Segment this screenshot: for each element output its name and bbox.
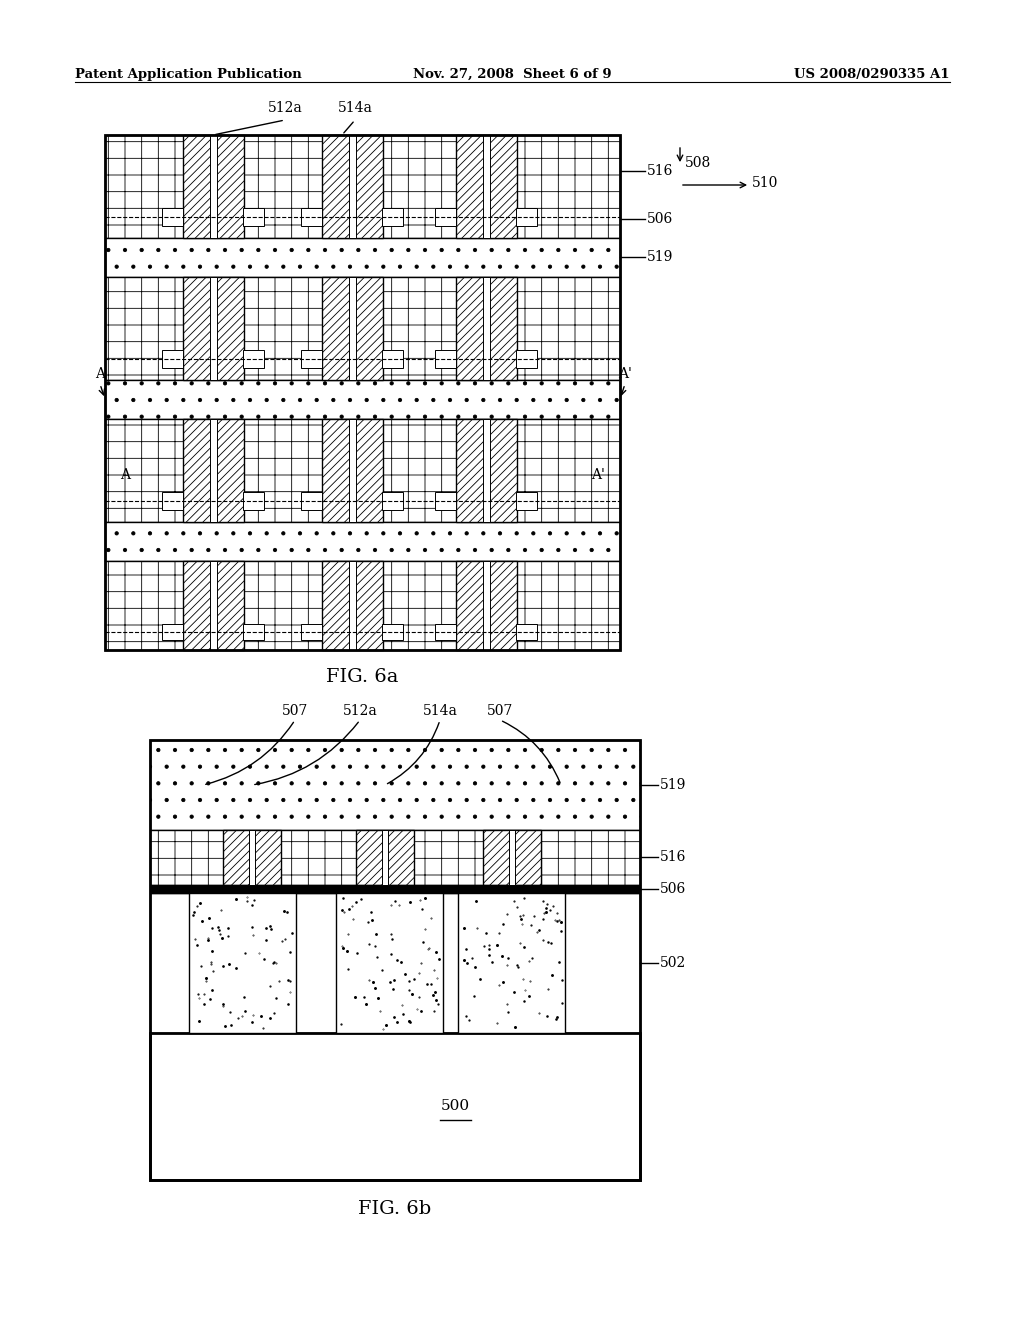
Bar bbox=[150, 894, 640, 1034]
Bar bbox=[183, 561, 244, 649]
Bar bbox=[105, 277, 620, 380]
Text: 512a: 512a bbox=[343, 704, 378, 718]
Text: 507: 507 bbox=[486, 704, 513, 718]
Text: 512a: 512a bbox=[267, 102, 302, 115]
Bar bbox=[243, 209, 264, 226]
Bar bbox=[509, 830, 515, 884]
Bar bbox=[223, 830, 281, 884]
Bar bbox=[105, 135, 620, 649]
Bar bbox=[382, 830, 388, 884]
Bar bbox=[105, 521, 620, 561]
Text: FIG. 6b: FIG. 6b bbox=[358, 1200, 432, 1218]
Text: 502: 502 bbox=[660, 956, 686, 970]
Text: 519: 519 bbox=[660, 777, 686, 792]
Text: 516: 516 bbox=[647, 164, 674, 178]
Bar bbox=[516, 209, 537, 226]
Bar bbox=[210, 418, 217, 521]
Bar bbox=[458, 894, 565, 1034]
Bar bbox=[249, 830, 255, 884]
Bar bbox=[349, 135, 356, 238]
Bar bbox=[382, 350, 403, 368]
Bar bbox=[483, 418, 490, 521]
Bar bbox=[349, 277, 356, 380]
Bar bbox=[150, 884, 640, 894]
Text: 500: 500 bbox=[440, 1100, 470, 1113]
Bar bbox=[382, 209, 403, 226]
Text: 506: 506 bbox=[647, 213, 673, 226]
Text: 506: 506 bbox=[660, 882, 686, 896]
Bar bbox=[456, 277, 517, 380]
Bar bbox=[210, 135, 217, 238]
Bar bbox=[210, 561, 217, 649]
Text: A: A bbox=[120, 469, 130, 482]
Text: A': A' bbox=[618, 367, 632, 381]
Bar bbox=[456, 418, 517, 521]
Bar bbox=[483, 277, 490, 380]
Bar bbox=[105, 135, 620, 238]
Bar bbox=[243, 350, 264, 368]
Bar bbox=[162, 350, 183, 368]
Text: 507: 507 bbox=[282, 704, 308, 718]
Bar bbox=[322, 561, 383, 649]
Bar bbox=[183, 135, 244, 238]
Bar bbox=[349, 418, 356, 521]
Bar bbox=[456, 561, 517, 649]
Bar bbox=[435, 624, 456, 640]
Bar bbox=[210, 277, 217, 380]
Bar bbox=[150, 830, 640, 884]
Text: US 2008/0290335 A1: US 2008/0290335 A1 bbox=[795, 69, 950, 81]
Bar bbox=[243, 492, 264, 510]
Text: 519: 519 bbox=[647, 249, 674, 264]
Bar bbox=[483, 830, 541, 884]
Bar bbox=[322, 277, 383, 380]
Bar bbox=[105, 561, 620, 649]
Bar bbox=[322, 135, 383, 238]
Bar bbox=[183, 277, 244, 380]
Bar bbox=[516, 492, 537, 510]
Bar bbox=[456, 135, 517, 238]
Bar bbox=[516, 624, 537, 640]
Bar bbox=[301, 492, 322, 510]
Bar bbox=[483, 135, 490, 238]
Text: 514a: 514a bbox=[423, 704, 458, 718]
Bar bbox=[162, 624, 183, 640]
Bar bbox=[301, 209, 322, 226]
Bar bbox=[301, 350, 322, 368]
Bar bbox=[336, 894, 443, 1034]
Bar bbox=[162, 209, 183, 226]
Text: 508: 508 bbox=[685, 156, 712, 170]
Text: FIG. 6a: FIG. 6a bbox=[326, 668, 398, 686]
Bar bbox=[483, 561, 490, 649]
Text: A': A' bbox=[591, 469, 605, 482]
Bar bbox=[150, 741, 640, 830]
Text: 514a: 514a bbox=[338, 102, 373, 115]
Bar bbox=[349, 561, 356, 649]
Bar bbox=[382, 492, 403, 510]
Bar bbox=[301, 624, 322, 640]
Bar bbox=[105, 418, 620, 521]
Bar bbox=[382, 624, 403, 640]
Bar bbox=[150, 1034, 640, 1180]
Bar bbox=[243, 624, 264, 640]
Bar bbox=[322, 418, 383, 521]
Bar bbox=[183, 418, 244, 521]
Bar bbox=[105, 238, 620, 277]
Text: 510: 510 bbox=[752, 176, 778, 190]
Bar bbox=[435, 209, 456, 226]
Text: A: A bbox=[95, 367, 105, 381]
Bar bbox=[435, 350, 456, 368]
Text: Patent Application Publication: Patent Application Publication bbox=[75, 69, 302, 81]
Bar bbox=[356, 830, 414, 884]
Bar bbox=[105, 380, 620, 418]
Bar bbox=[189, 894, 296, 1034]
Bar bbox=[435, 492, 456, 510]
Bar bbox=[162, 492, 183, 510]
Text: Nov. 27, 2008  Sheet 6 of 9: Nov. 27, 2008 Sheet 6 of 9 bbox=[413, 69, 611, 81]
Text: 516: 516 bbox=[660, 850, 686, 865]
Bar bbox=[516, 350, 537, 368]
Bar bbox=[150, 741, 640, 1180]
